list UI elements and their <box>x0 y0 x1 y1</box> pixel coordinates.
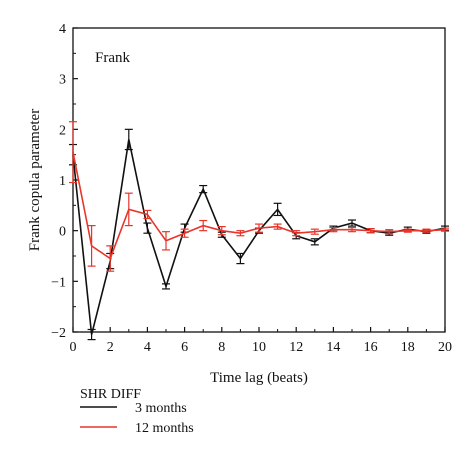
error-bar <box>162 283 170 290</box>
error-bar <box>199 184 208 194</box>
error-bar <box>106 245 115 272</box>
panel-label: Frank <box>95 50 130 66</box>
error-bar <box>124 192 133 227</box>
error-bar <box>180 228 189 238</box>
y-tick-label: −1 <box>51 275 66 290</box>
y-axis: −2 −1 0 1 2 3 4 <box>51 22 78 341</box>
y-tick-label: 1 <box>59 174 66 189</box>
error-bar <box>366 228 375 234</box>
legend-entry-12-months: 12 months <box>80 421 194 436</box>
error-bar <box>143 222 152 234</box>
series-3-months <box>69 128 449 341</box>
y-tick-label: −2 <box>51 326 66 341</box>
error-bar <box>422 228 431 233</box>
error-bar <box>217 226 226 236</box>
x-tick-label: 4 <box>144 340 151 355</box>
x-tick-label: 10 <box>252 340 266 355</box>
error-bar <box>348 219 356 227</box>
x-tick-label: 6 <box>181 340 188 355</box>
x-axis: 0 2 4 6 8 10 12 14 16 18 20 <box>70 327 452 355</box>
x-tick-label: 18 <box>401 340 415 355</box>
error-bar <box>143 209 152 220</box>
legend-label: 3 months <box>135 401 187 416</box>
y-tick-label: 2 <box>59 123 66 138</box>
error-bar <box>69 121 77 184</box>
error-bar <box>124 128 133 151</box>
error-bar <box>255 223 263 233</box>
x-tick-label: 16 <box>364 340 378 355</box>
error-bar <box>403 228 412 233</box>
x-tick-label: 2 <box>107 340 114 355</box>
series-12-months <box>69 121 449 272</box>
y-tick-label: 3 <box>59 73 66 88</box>
error-bar <box>329 227 338 233</box>
error-bar <box>236 230 245 237</box>
x-tick-label: 8 <box>218 340 225 355</box>
error-bar <box>292 230 301 237</box>
error-bar <box>348 227 356 233</box>
y-tick-label: 4 <box>59 22 66 37</box>
error-bar <box>441 227 449 232</box>
error-bar <box>87 225 96 267</box>
series-layer <box>69 121 449 341</box>
x-tick-label: 20 <box>438 340 452 355</box>
plot-frame <box>72 27 446 333</box>
y-axis-label: Frank copula parameter <box>27 109 43 251</box>
x-tick-label: 12 <box>289 340 303 355</box>
legend: SHR DIFF 3 months 12 months <box>80 387 194 436</box>
error-bar <box>310 238 319 246</box>
error-bar <box>162 231 170 251</box>
error-bar <box>385 229 394 235</box>
error-bar <box>87 328 96 341</box>
legend-entry-3-months: 3 months <box>80 401 187 416</box>
error-bar <box>236 252 245 265</box>
x-tick-label: 14 <box>326 340 340 355</box>
series-line <box>72 139 446 335</box>
error-bar <box>273 223 282 230</box>
y-tick-label: 0 <box>59 225 66 240</box>
legend-label: 12 months <box>135 421 194 436</box>
error-bar <box>273 202 282 217</box>
legend-title: SHR DIFF <box>80 387 141 402</box>
x-tick-label: 0 <box>70 340 77 355</box>
error-bar <box>310 228 319 235</box>
x-axis-label: Time lag (beats) <box>210 370 308 386</box>
error-bar <box>199 219 208 232</box>
